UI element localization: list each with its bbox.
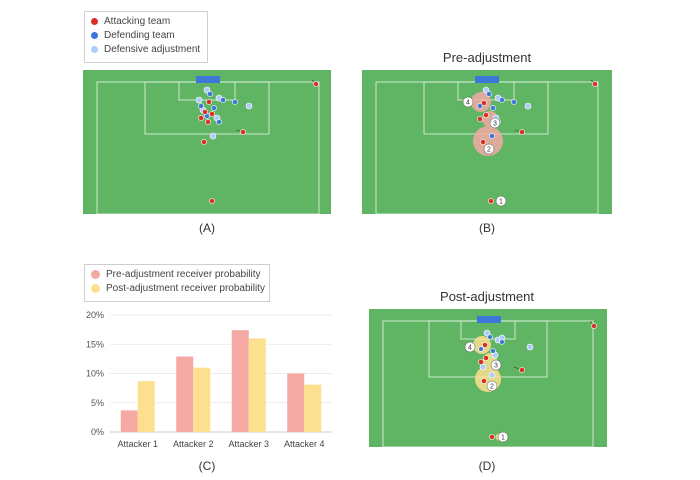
x-tick-label: Attacker 4 xyxy=(284,439,325,449)
marker-d-1: 1 xyxy=(501,435,505,442)
y-tick-label: 5% xyxy=(91,398,104,408)
post-bar-4 xyxy=(304,384,322,432)
marker-b-2: 2 xyxy=(487,147,491,154)
marker-b-3: 3 xyxy=(493,121,497,128)
caption-b: (B) xyxy=(479,221,495,235)
x-tick-label: Attacker 3 xyxy=(228,439,269,449)
marker-b-1: 1 xyxy=(499,199,503,206)
pitch-d: 1 2 3 4 xyxy=(369,309,607,447)
legend-attacking: Attacking team xyxy=(91,14,201,28)
legend-pre: Pre-adjustment receiver probability xyxy=(91,267,263,281)
pre-adjustment-title: Pre-adjustment xyxy=(442,50,532,65)
pitch-a xyxy=(83,70,331,214)
post-bar-1 xyxy=(137,381,155,432)
marker-d-4: 4 xyxy=(468,345,472,352)
x-tick-label: Attacker 2 xyxy=(173,439,214,449)
y-tick-label: 10% xyxy=(86,369,104,379)
caption-c: (C) xyxy=(198,459,216,473)
bar-chart: 0% 5% 10% 15% 20% Attacker 1 Attacker 2 Attacke… xyxy=(86,310,332,449)
marker-b-4: 4 xyxy=(466,100,470,107)
y-tick-label: 0% xyxy=(91,427,104,437)
pre-bar-1 xyxy=(120,410,138,432)
post-adjustment-title: Post-adjustment xyxy=(440,289,534,304)
post-bar-2 xyxy=(193,367,211,432)
marker-d-2: 2 xyxy=(490,384,494,391)
pre-bar-2 xyxy=(176,356,194,432)
marker-d-3: 3 xyxy=(494,363,498,370)
caption-a: (A) xyxy=(199,221,215,235)
legend-post: Post-adjustment receiver probability xyxy=(91,281,265,295)
pre-bar-4 xyxy=(287,373,305,432)
caption-d: (D) xyxy=(478,459,496,473)
pitch-b: 1 2 3 4 xyxy=(362,70,612,214)
y-tick-label: 15% xyxy=(86,339,104,349)
legend-defending: Defending team xyxy=(91,28,201,42)
post-bar-3 xyxy=(248,338,266,432)
pre-bar-3 xyxy=(231,330,249,432)
legend-adjustment: Defensive adjustment xyxy=(91,42,201,56)
legend-probability: Pre-adjustment receiver probability Post… xyxy=(84,264,270,302)
y-tick-label: 20% xyxy=(86,310,104,320)
x-tick-label: Attacker 1 xyxy=(117,439,158,449)
legend-players: Attacking team Defending team Defensive … xyxy=(84,11,208,63)
